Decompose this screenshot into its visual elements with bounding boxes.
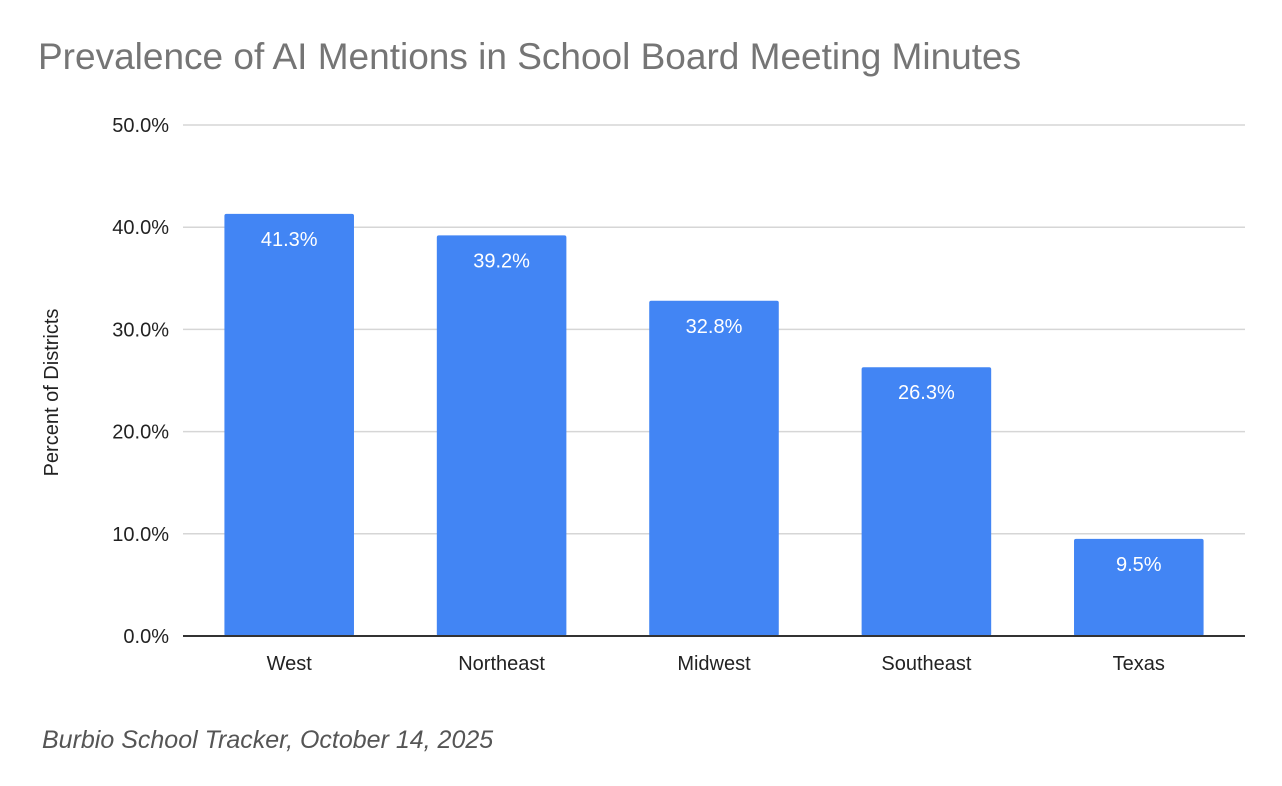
y-tick-label: 10.0% <box>112 524 169 546</box>
bar <box>649 300 779 636</box>
bar <box>224 213 354 636</box>
bar <box>1074 538 1204 636</box>
bar-value-label: 9.5% <box>1116 554 1162 576</box>
bar-value-label: 41.3% <box>261 229 318 251</box>
bar-value-label: 32.8% <box>686 316 743 338</box>
bars <box>224 213 1204 636</box>
y-tick-label: 30.0% <box>112 319 169 341</box>
bar-value-label: 26.3% <box>898 382 955 404</box>
y-tick-label: 50.0% <box>112 115 169 137</box>
x-tick-label: Northeast <box>458 653 545 675</box>
chart-title: Prevalence of AI Mentions in School Boar… <box>38 36 1022 77</box>
y-axis-title: Percent of Districts <box>41 309 63 477</box>
source-note: Burbio School Tracker, October 14, 2025 <box>42 726 494 754</box>
x-tick-label: Midwest <box>677 653 751 675</box>
y-tick-label: 0.0% <box>123 626 169 648</box>
axes: 0.0% 10.0% 20.0% 30.0% 40.0% 50.0% West Northea… <box>41 115 1245 675</box>
x-tick-label: Southeast <box>881 653 972 675</box>
bar-value-label: 39.2% <box>473 250 530 272</box>
data-labels: 41.3% 39.2% 32.8% 26.3% 9.5% <box>261 229 1162 576</box>
x-tick-label: Texas <box>1113 653 1165 675</box>
x-tick-label: West <box>267 653 313 675</box>
y-tick-label: 20.0% <box>112 422 169 444</box>
bar <box>436 235 567 636</box>
bar <box>861 367 992 636</box>
y-tick-label: 40.0% <box>112 217 169 239</box>
